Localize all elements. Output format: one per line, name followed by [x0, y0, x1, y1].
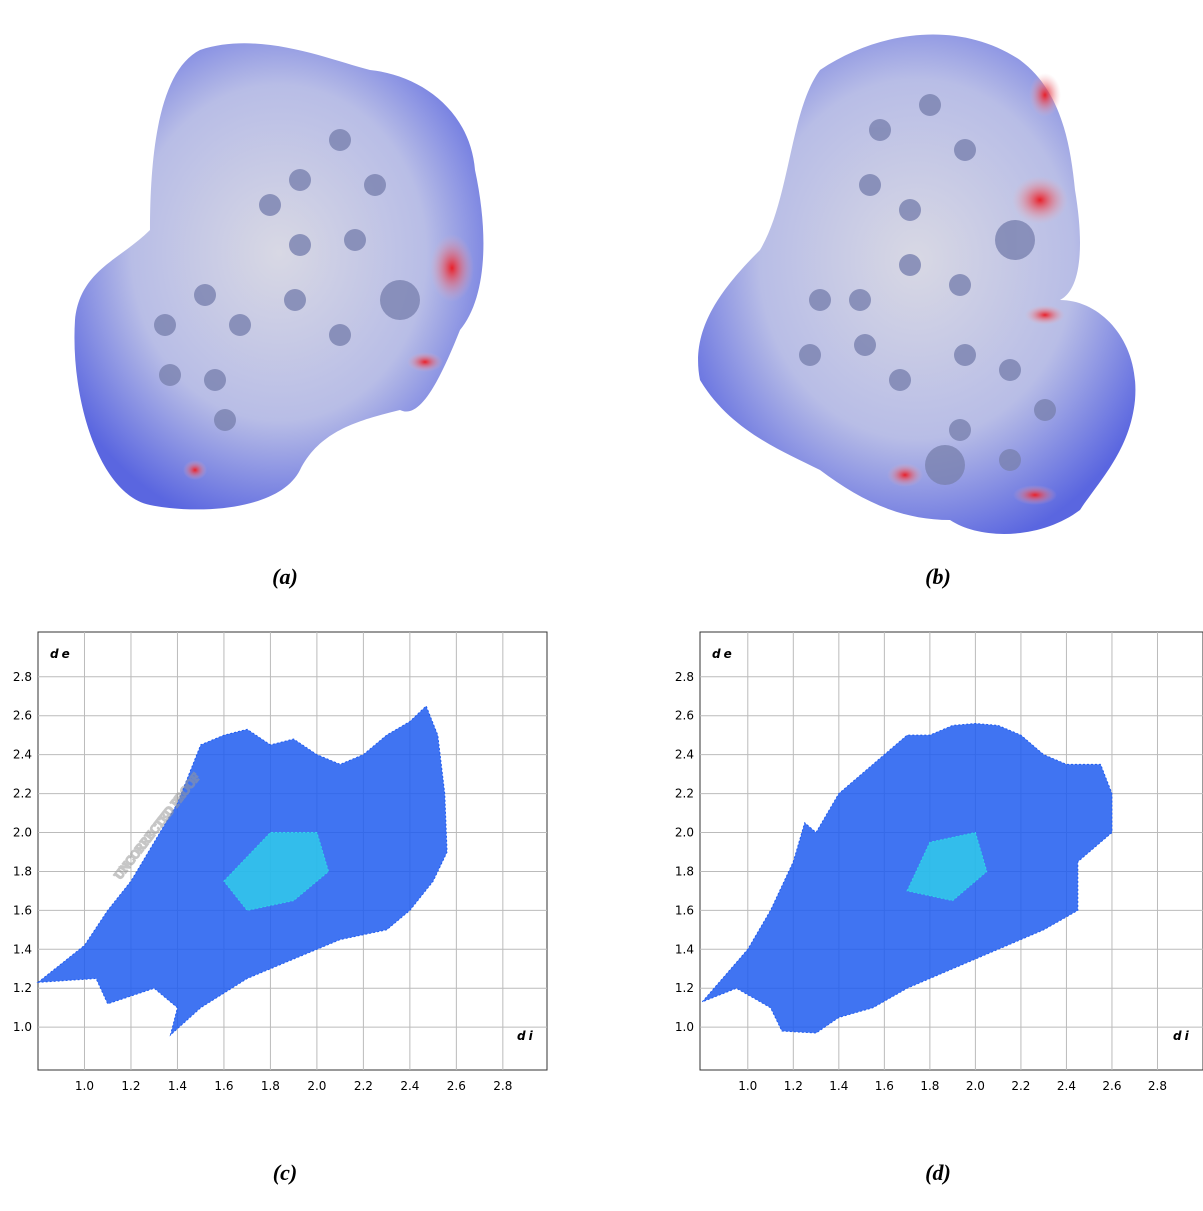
- x-tick-label: 1.0: [738, 1079, 757, 1093]
- y-tick-label: 2.0: [675, 826, 694, 840]
- hirshfeld-surface-a: [74, 43, 483, 509]
- x-axis-label: di: [1173, 1029, 1192, 1043]
- page: (a) (b) (c) (d) 1.0 1.2 1.4 1.6 1.8 2.0 2.2 2.4…: [0, 0, 1203, 1207]
- y-tick-label: 1.6: [675, 903, 694, 917]
- x-tick-label: 1.2: [121, 1079, 140, 1093]
- y-tick-label: 1.2: [675, 981, 694, 995]
- x-tick-label: 1.6: [214, 1079, 233, 1093]
- y-tick-label: 1.8: [13, 864, 32, 878]
- panel-label: (d): [925, 1160, 951, 1185]
- x-tick-label: 2.2: [354, 1079, 373, 1093]
- y-tick-label: 2.8: [675, 670, 694, 684]
- y-tick-label: 2.4: [13, 748, 32, 762]
- charts: 1.0 1.2 1.4 1.6 1.8 2.0 2.2 2.4 2.6 2.8 1.0 1.2 1.4 1…: [13, 632, 1203, 1093]
- x-tick-label: 1.0: [75, 1079, 94, 1093]
- x-tick-label: 2.6: [447, 1079, 466, 1093]
- y-tick-label: 1.0: [13, 1020, 32, 1034]
- x-tick-label: 2.4: [1057, 1079, 1076, 1093]
- hirshfeld-surface-b: [698, 35, 1135, 534]
- x-tick-label: 2.4: [400, 1079, 419, 1093]
- y-tick-label: 2.2: [675, 787, 694, 801]
- fingerprint-plot: 1.0 1.2 1.4 1.6 1.8 2.0 2.2 2.4 2.6 2.8 1.0 1.2 1.4 1…: [13, 632, 547, 1093]
- y-tick-label: 1.2: [13, 981, 32, 995]
- x-tick-label: 2.0: [966, 1079, 985, 1093]
- x-axis-label: di: [517, 1029, 536, 1043]
- y-axis-label: de: [712, 647, 735, 661]
- x-tick-label: 1.4: [168, 1079, 187, 1093]
- y-tick-label: 2.6: [675, 709, 694, 723]
- panel-label: (c): [273, 1160, 297, 1185]
- y-tick-label: 2.0: [13, 826, 32, 840]
- fingerprint-plot: 1.0 1.2 1.4 1.6 1.8 2.0 2.2 2.4 2.6 2.8 1.0 1.2 1.4 1…: [675, 632, 1203, 1093]
- x-tick-label: 1.8: [920, 1079, 939, 1093]
- x-tick-label: 2.2: [1011, 1079, 1030, 1093]
- x-tick-label: 2.8: [493, 1079, 512, 1093]
- y-tick-label: 2.8: [13, 670, 32, 684]
- y-tick-label: 1.8: [675, 864, 694, 878]
- y-tick-label: 1.4: [675, 942, 694, 956]
- x-tick-label: 2.6: [1102, 1079, 1121, 1093]
- y-tick-label: 1.4: [13, 942, 32, 956]
- panel-label: (b): [925, 564, 951, 589]
- panel-label: (a): [272, 564, 298, 589]
- figure: (a) (b) (c) (d) 1.0 1.2 1.4 1.6 1.8 2.0 2.2 2.4…: [0, 0, 1203, 1207]
- y-axis-label: de: [50, 647, 73, 661]
- x-tick-label: 1.6: [875, 1079, 894, 1093]
- x-tick-label: 2.8: [1148, 1079, 1167, 1093]
- x-tick-label: 1.4: [829, 1079, 848, 1093]
- x-tick-label: 1.2: [784, 1079, 803, 1093]
- x-tick-label: 2.0: [307, 1079, 326, 1093]
- y-tick-label: 1.0: [675, 1020, 694, 1034]
- y-tick-label: 2.6: [13, 709, 32, 723]
- x-tick-label: 1.8: [261, 1079, 280, 1093]
- y-tick-label: 2.4: [675, 748, 694, 762]
- y-tick-label: 2.2: [13, 787, 32, 801]
- y-tick-label: 1.6: [13, 903, 32, 917]
